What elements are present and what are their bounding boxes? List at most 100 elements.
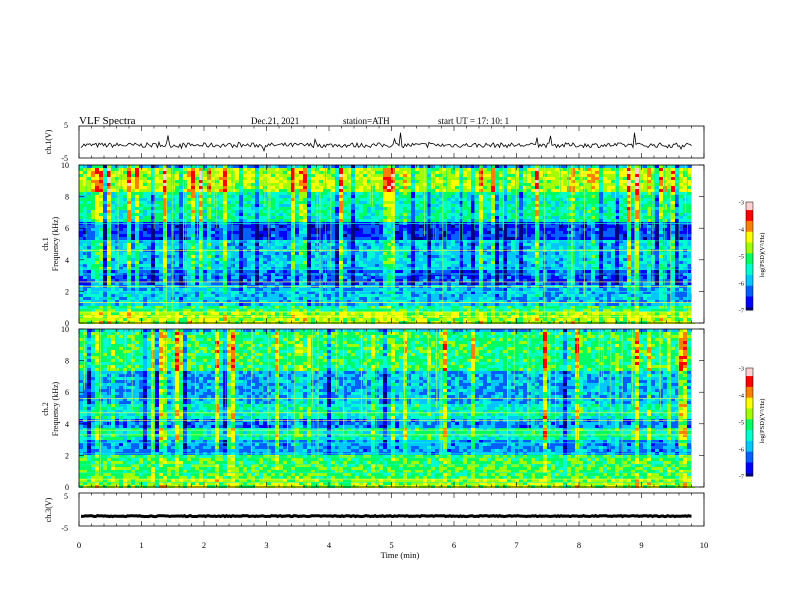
spectrogram-cell (303, 192, 307, 195)
spectrogram-cell (191, 213, 195, 216)
spectrogram-cell (383, 312, 387, 315)
spectrogram-cell (163, 210, 167, 213)
spectrogram-cell (191, 225, 195, 228)
spectrogram-cell (239, 264, 243, 267)
spectrogram-cell (295, 177, 299, 180)
spectrogram-cell (367, 207, 371, 210)
spectrogram-cell (123, 204, 127, 207)
spectrogram-cell (195, 168, 199, 171)
spectrogram-cell (143, 282, 147, 285)
spectrogram-cell (155, 234, 159, 237)
spectrogram-cell (363, 318, 367, 321)
spectrogram-cell (427, 264, 431, 267)
spectrogram-cell (231, 273, 235, 276)
spectrogram-cell (423, 207, 427, 210)
spectrogram-cell (415, 300, 419, 303)
spectrogram-cell (259, 255, 263, 258)
spectrogram-cell (135, 180, 139, 183)
spectrogram-cell (279, 240, 283, 243)
spectrogram-cell (335, 297, 339, 300)
spectrogram-cell (239, 189, 243, 192)
spectrogram-cell (435, 291, 439, 294)
spectrogram-cell (139, 237, 143, 240)
spectrogram-cell (243, 312, 247, 315)
spectrogram-cell (355, 321, 359, 324)
spectrogram-cell (107, 312, 111, 315)
spectrogram-cell (427, 303, 431, 306)
spectrogram-cell (275, 246, 279, 249)
spectrogram-cell (151, 183, 155, 186)
spectrogram-cell (395, 180, 399, 183)
spectrogram-cell (363, 207, 367, 210)
spectrogram-cell (303, 288, 307, 291)
spectrogram-cell (339, 201, 343, 204)
spectrogram-cell (339, 300, 343, 303)
spectrogram-cell (323, 216, 327, 219)
spectrogram-cell (379, 273, 383, 276)
spectrogram-cell (299, 207, 303, 210)
spectrogram-cell (319, 279, 323, 282)
spectrogram-cell (407, 165, 411, 168)
spectrogram-cell (419, 297, 423, 300)
spectrogram-cell (379, 258, 383, 261)
spectrogram-cell (127, 234, 131, 237)
spectrogram-cell (203, 252, 207, 255)
spectrogram-cell (223, 237, 227, 240)
spectrogram-cell (139, 267, 143, 270)
spectrogram-cell (147, 264, 151, 267)
spectrogram-cell (343, 189, 347, 192)
spectrogram-cell (419, 273, 423, 276)
spectrogram-cell (319, 303, 323, 306)
spectrogram-cell (219, 309, 223, 312)
spectrogram-cell (419, 261, 423, 264)
spectrogram-cell (255, 189, 259, 192)
spectrogram-cell (151, 201, 155, 204)
spectrogram-cell (275, 234, 279, 237)
spectrogram-cell (103, 294, 107, 297)
spectrogram-cell (263, 219, 267, 222)
spectrogram-cell (91, 225, 95, 228)
spectrogram-cell (391, 210, 395, 213)
spectrogram-cell (343, 243, 347, 246)
spectrogram-cell (127, 279, 131, 282)
spectrogram-cell (335, 243, 339, 246)
spectrogram-cell (347, 225, 351, 228)
spectrogram-cell (239, 237, 243, 240)
spectrogram-cell (191, 216, 195, 219)
spectrogram-cell (227, 195, 231, 198)
spectrogram-cell (311, 171, 315, 174)
spectrogram-cell (223, 255, 227, 258)
spectrogram-cell (215, 237, 219, 240)
spectrogram-cell (135, 216, 139, 219)
spectrogram-cell (187, 306, 191, 309)
spectrogram-cell (203, 219, 207, 222)
spectrogram-cell (99, 228, 103, 231)
spectrogram-cell (291, 225, 295, 228)
spectrogram-cell (147, 267, 151, 270)
spectrogram-cell (227, 303, 231, 306)
spectrogram-cell (403, 288, 407, 291)
spectrogram-cell (443, 246, 447, 249)
spectrogram-cell (123, 174, 127, 177)
spectrogram-cell (315, 297, 319, 300)
spectrogram-cell (403, 201, 407, 204)
spectrogram-cell (435, 318, 439, 321)
spectrogram-cell (287, 201, 291, 204)
spectrogram-cell (395, 234, 399, 237)
spectrogram-cell (139, 228, 143, 231)
spectrogram-cell (343, 228, 347, 231)
spectrogram-cell (175, 234, 179, 237)
spectrogram-cell (443, 240, 447, 243)
spectrogram-cell (203, 240, 207, 243)
spectrogram-cell (219, 168, 223, 171)
spectrogram-cell (283, 276, 287, 279)
spectrogram-cell (207, 252, 211, 255)
spectrogram-cell (239, 309, 243, 312)
spectrogram-cell (423, 216, 427, 219)
spectrogram-cell (443, 276, 447, 279)
spectrogram-cell (279, 231, 283, 234)
spectrogram-cell (155, 168, 159, 171)
spectrogram-cell (259, 309, 263, 312)
spectrogram-cell (223, 225, 227, 228)
spectrogram-cell (335, 195, 339, 198)
